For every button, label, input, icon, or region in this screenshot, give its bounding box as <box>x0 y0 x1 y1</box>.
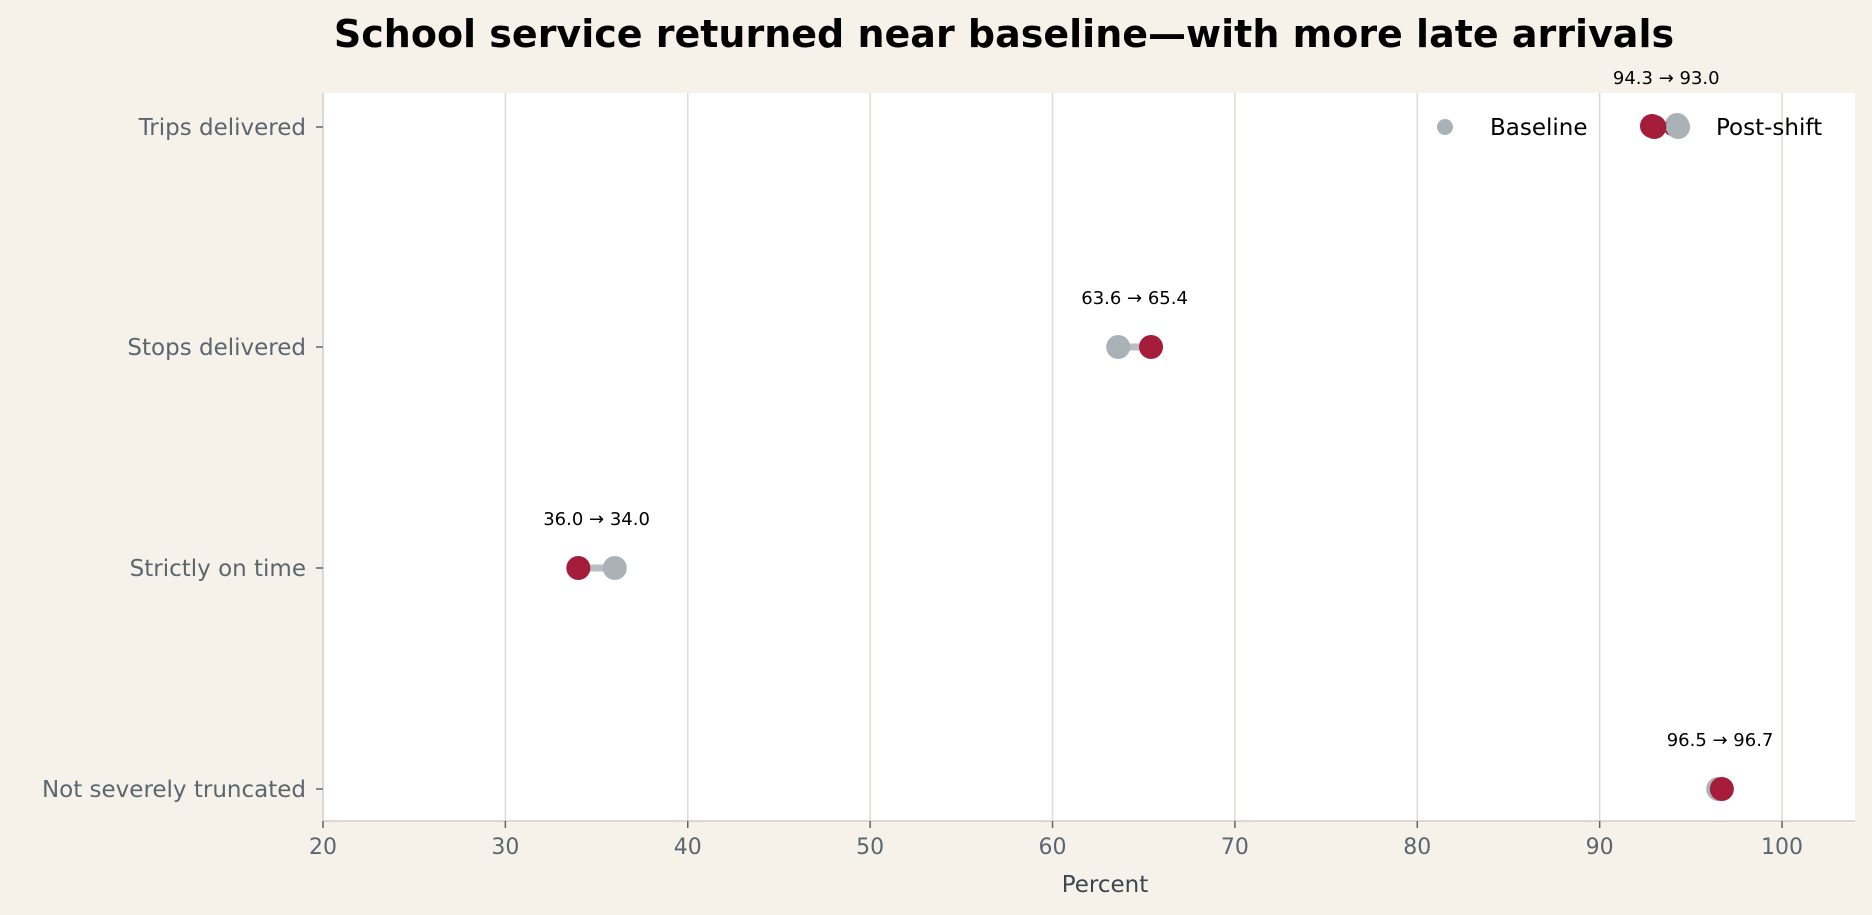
gridlines <box>504 93 1783 821</box>
axes: 20 30 40 50 60 70 80 90 100 Trips delivered Stops … <box>42 93 1855 860</box>
category-label: Strictly on time <box>130 556 306 582</box>
post-shift-point <box>1139 335 1164 359</box>
x-tick-label-80: 80 <box>1403 835 1431 860</box>
change-annotation: 36.0 → 34.0 <box>543 509 650 530</box>
x-tick-label-100: 100 <box>1761 835 1803 860</box>
change-annotation: 96.5 → 96.7 <box>1667 730 1774 751</box>
baseline-point <box>602 556 627 580</box>
x-axis-title: Percent <box>1062 872 1149 898</box>
legend-post-shift-label: Post-shift <box>1716 115 1822 141</box>
category-label: Trips delivered <box>138 115 306 141</box>
x-tick-label-30: 30 <box>491 835 519 860</box>
post-shift-point <box>566 556 591 580</box>
legend-baseline-marker <box>1437 119 1453 135</box>
x-tick-label-60: 60 <box>1039 835 1067 860</box>
post-shift-point <box>1709 777 1734 801</box>
x-tick-label-90: 90 <box>1586 835 1614 860</box>
change-annotation: 63.6 → 65.4 <box>1081 288 1188 309</box>
data-marks: 94.3 → 93.0 63.6 → 65.4 36.0 → 34.0 96.5 → … <box>543 68 1773 801</box>
x-tick-label-20: 20 <box>309 835 337 860</box>
change-annotation: 94.3 → 93.0 <box>1613 68 1720 89</box>
baseline-point <box>1106 335 1131 359</box>
category-label: Not severely truncated <box>42 777 306 803</box>
legend-baseline-label: Baseline <box>1490 115 1588 141</box>
plot-area <box>323 93 1855 821</box>
chart-title: School service returned near baseline—wi… <box>334 12 1674 56</box>
post-shift-point <box>1642 115 1667 139</box>
x-tick-label-40: 40 <box>674 835 702 860</box>
category-label: Stops delivered <box>127 335 306 361</box>
baseline-point <box>1666 115 1691 139</box>
x-tick-label-70: 70 <box>1221 835 1249 860</box>
x-tick-label-50: 50 <box>856 835 884 860</box>
